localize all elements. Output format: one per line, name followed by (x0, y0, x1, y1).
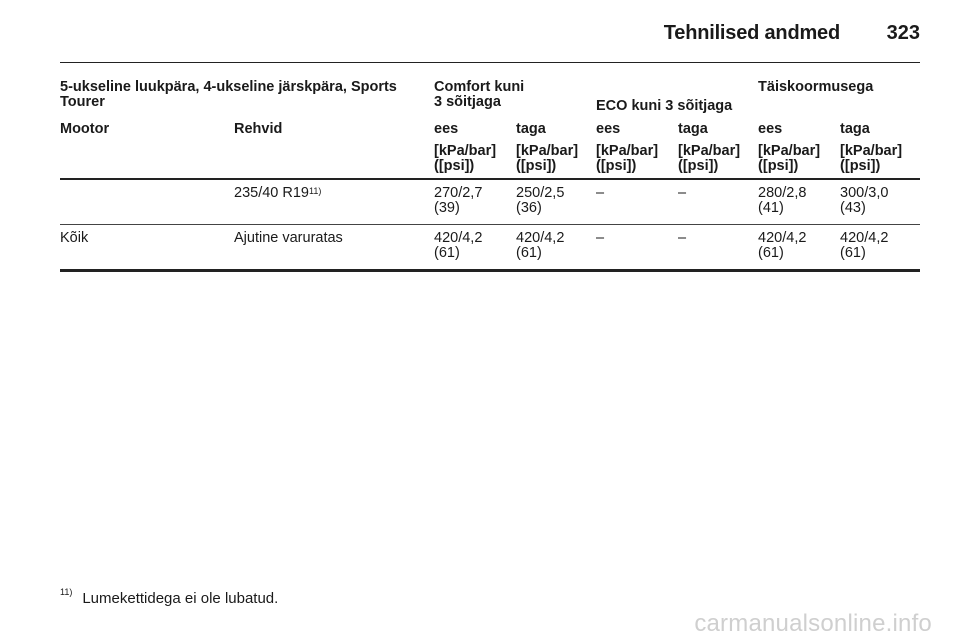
tyre-cell: 235/40 R1911) (234, 179, 434, 225)
pressure-cell: 270/2,7 (39) (434, 185, 483, 216)
unit-label: [kPa/bar] ([psi]) (678, 143, 741, 174)
unit-empty (234, 138, 434, 179)
col-header-engine: Mootor (60, 121, 110, 137)
pressure-cell: 300/3,0 (43) (840, 185, 889, 216)
table-row: Kõik Ajutine varuratas 420/4,2 (61) 420/… (60, 225, 921, 271)
unit-label: [kPa/bar] ([psi]) (434, 143, 497, 174)
engine-cell: Kõik (60, 230, 89, 246)
unit-row: [kPa/bar] ([psi]) [kPa/bar] ([psi]) [kPa… (60, 138, 921, 179)
col-header-full-front: ees (758, 121, 783, 137)
page-header: Tehnilised andmed 323 (60, 0, 920, 63)
pressure-cell: 420/4,2 (61) (516, 230, 565, 261)
pressure-cell: – (678, 230, 687, 246)
tyre-size: 235/40 R19 (234, 185, 309, 201)
col-header-eco-rear: taga (678, 121, 708, 137)
col-header-eco-front: ees (596, 121, 621, 137)
full-load-header: Täiskoormusega (758, 79, 874, 95)
footnote-mark: 11) (60, 587, 73, 597)
tyre-pressure-table: 5-ukseline luukpära, 4-ukseline järskpär… (60, 80, 921, 272)
unit-label: [kPa/bar] ([psi]) (596, 143, 659, 174)
col-header-tyre: Rehvid (234, 121, 283, 137)
pressure-cell: 420/4,2 (61) (758, 230, 807, 261)
unit-label: [kPa/bar] ([psi]) (758, 143, 821, 174)
pressure-cell: – (678, 185, 687, 201)
tyre-size: Ajutine varuratas (234, 230, 343, 246)
unit-label: [kPa/bar] ([psi]) (516, 143, 579, 174)
pressure-cell: 280/2,8 (41) (758, 185, 807, 216)
unit-label: [kPa/bar] ([psi]) (840, 143, 903, 174)
col-header-comfort-rear: taga (516, 121, 546, 137)
table-row: 235/40 R1911) 270/2,7 (39) 250/2,5 (36) … (60, 179, 921, 225)
watermark: carmanualsonline.info (694, 610, 932, 637)
pressure-cell: 250/2,5 (36) (516, 185, 565, 216)
page-title: Tehnilised andmed (663, 22, 840, 44)
footnote-text: Lumekettidega ei ole lubatud. (82, 590, 279, 607)
footnote-ref: 11) (308, 186, 322, 196)
pressure-cell: 420/4,2 (61) (840, 230, 889, 261)
unit-empty (60, 138, 234, 179)
col-header-full-rear: taga (840, 121, 870, 137)
group-header-row: 5-ukseline luukpära, 4-ukseline järskpär… (60, 80, 920, 116)
column-header-row: Mootor Rehvid ees taga ees taga ees taga (60, 116, 920, 138)
pressure-cell: 420/4,2 (61) (434, 230, 483, 261)
col-header-comfort-front: ees (434, 121, 459, 137)
engine-cell (60, 179, 234, 225)
pressure-cell: – (596, 185, 605, 201)
footnote: 11) Lumekettidega ei ole lubatud. (60, 587, 279, 607)
vehicle-header: 5-ukseline luukpära, 4-ukseline järskpär… (60, 79, 397, 110)
eco-header: ECO kuni 3 sõitjaga (596, 98, 733, 114)
pressure-cell: – (596, 230, 605, 246)
tyre-pressure-table-wrap: 5-ukseline luukpära, 4-ukseline järskpär… (60, 80, 921, 272)
comfort-header: Comfort kuni 3 sõitjaga (434, 79, 525, 110)
page-number: 323 (886, 22, 920, 44)
tyre-cell: Ajutine varuratas (234, 225, 434, 271)
